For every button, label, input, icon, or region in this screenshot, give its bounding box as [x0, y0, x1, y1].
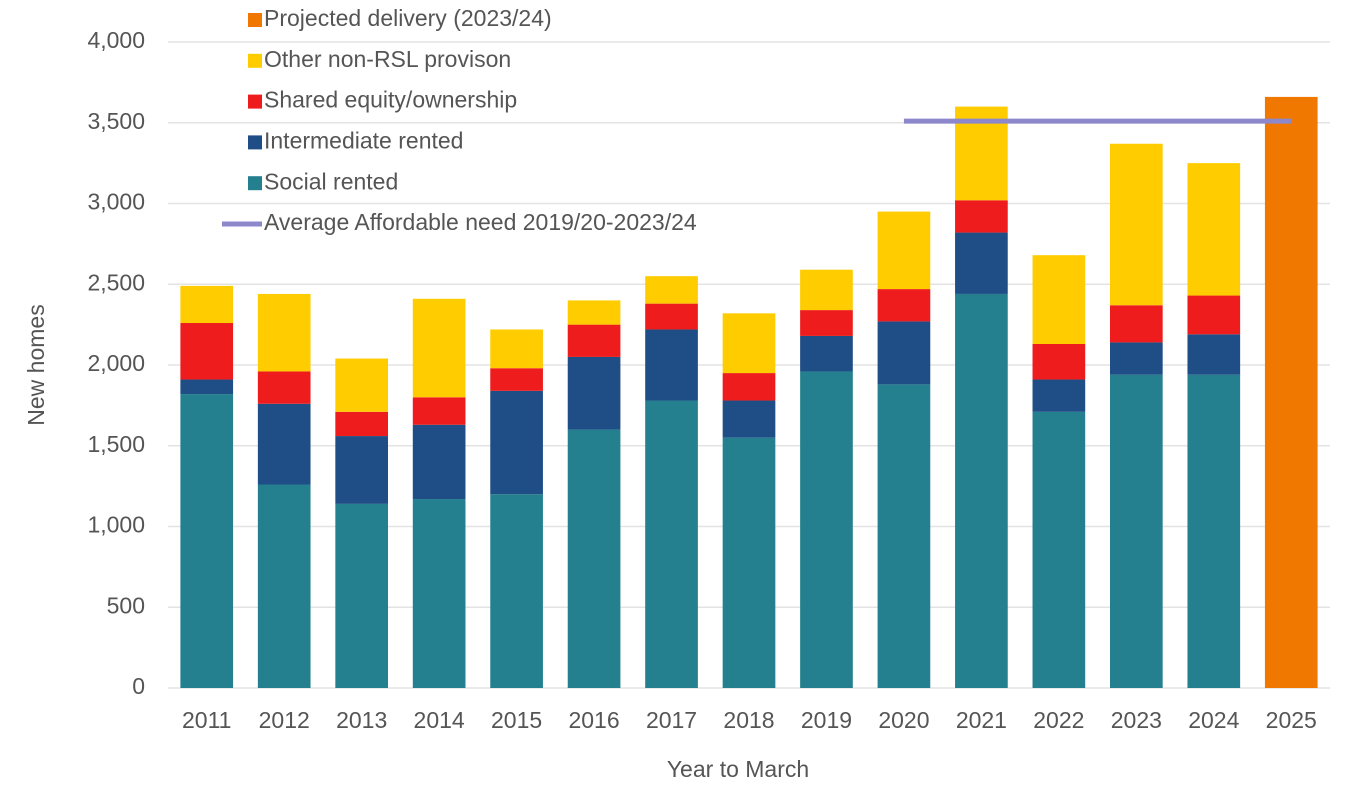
bar-segment — [1264, 96, 1318, 688]
bar-segment — [955, 232, 1008, 294]
bar-segment — [800, 269, 853, 311]
bar-segment — [1187, 374, 1241, 688]
x-tick-label: 2020 — [878, 707, 929, 733]
bar-segment — [1109, 305, 1163, 343]
bar-segment — [412, 397, 466, 425]
legend-swatch — [248, 53, 262, 68]
bar-segment — [1032, 344, 1086, 380]
legend-label: Average Affordable need 2019/20-2023/24 — [264, 209, 697, 235]
y-tick-label: 0 — [132, 673, 145, 699]
bar-segment — [877, 321, 931, 385]
x-tick-label: 2017 — [646, 707, 697, 733]
bar-segment — [257, 403, 311, 485]
bar-segment — [490, 390, 543, 495]
legend-label: Projected delivery (2023/24) — [264, 5, 552, 31]
bar-segment — [180, 323, 234, 380]
bar-segment — [1032, 255, 1086, 345]
x-tick-label: 2016 — [568, 707, 619, 733]
x-tick-label: 2015 — [491, 707, 542, 733]
x-tick-label: 2018 — [723, 707, 774, 733]
bar-segment — [335, 358, 389, 412]
bar-segment — [1032, 411, 1086, 688]
x-tick-label: 2025 — [1266, 707, 1317, 733]
bar-segment — [1109, 143, 1163, 306]
bar-segment — [412, 298, 466, 398]
x-tick-label: 2014 — [414, 707, 465, 733]
bar-segment — [335, 503, 389, 688]
bar-segment — [955, 293, 1008, 688]
y-axis-title: New homes — [23, 304, 49, 425]
bar-segment — [722, 313, 776, 374]
bar-segment — [412, 499, 466, 688]
bar-segment — [1187, 334, 1241, 375]
bar-segment — [257, 484, 311, 688]
bar-segment — [722, 400, 776, 438]
bar-segment — [335, 436, 389, 504]
bar-segment — [180, 379, 234, 395]
y-tick-label: 3,500 — [87, 108, 145, 134]
y-tick-label: 1,000 — [87, 512, 145, 538]
x-tick-label: 2012 — [259, 707, 310, 733]
x-tick-label: 2021 — [956, 707, 1007, 733]
y-tick-label: 3,000 — [87, 189, 145, 215]
bar-segment — [800, 335, 853, 372]
bar-segment — [1187, 163, 1241, 296]
bar-segment — [800, 371, 853, 688]
bar-segment — [257, 371, 311, 404]
x-tick-label: 2022 — [1033, 707, 1084, 733]
bar-segment — [1187, 295, 1241, 335]
bar-segment — [645, 276, 698, 304]
bar-segment — [645, 303, 698, 330]
legend-label: Social rented — [264, 168, 398, 194]
bar-segment — [180, 285, 234, 324]
bar-segment — [567, 300, 621, 325]
bar-segment — [877, 384, 931, 688]
bar-segment — [722, 437, 776, 688]
bar-segment — [1109, 374, 1163, 688]
y-tick-label: 1,500 — [87, 431, 145, 457]
bar-segment — [1109, 342, 1163, 375]
y-tick-label: 2,500 — [87, 269, 145, 295]
x-tick-label: 2019 — [801, 707, 852, 733]
x-tick-label: 2013 — [336, 707, 387, 733]
y-tick-label: 500 — [107, 592, 145, 618]
bar-segment — [490, 494, 543, 688]
legend-label: Other non-RSL provison — [264, 46, 511, 72]
bar-segment — [645, 329, 698, 401]
bar-segment — [1032, 379, 1086, 412]
legend-label: Shared equity/ownership — [264, 87, 517, 113]
x-tick-label: 2023 — [1111, 707, 1162, 733]
x-tick-label: 2024 — [1188, 707, 1239, 733]
y-tick-label: 2,000 — [87, 350, 145, 376]
bar-segment — [490, 368, 543, 391]
bar-segment — [955, 200, 1008, 233]
bar-segment — [257, 293, 311, 372]
legend-swatch — [248, 13, 262, 27]
bar-segment — [567, 356, 621, 430]
legend-swatch — [248, 176, 262, 191]
y-tick-label: 4,000 — [87, 27, 145, 53]
bar-segment — [645, 400, 698, 688]
bar-segment — [567, 429, 621, 688]
bar-segment — [180, 394, 234, 688]
x-tick-label: 2011 — [182, 707, 231, 733]
legend-swatch — [248, 94, 262, 109]
bar-segment — [800, 310, 853, 336]
bar-segment — [722, 373, 776, 401]
bar-segment — [877, 211, 931, 290]
bar-segment — [567, 324, 621, 357]
bar-segment — [335, 411, 389, 437]
bar-segment — [412, 424, 466, 500]
x-axis-title: Year to March — [667, 756, 809, 782]
bar-segment — [877, 289, 931, 322]
legend-swatch — [248, 135, 262, 150]
bar-segment — [490, 329, 543, 369]
legend-label: Intermediate rented — [264, 127, 463, 153]
